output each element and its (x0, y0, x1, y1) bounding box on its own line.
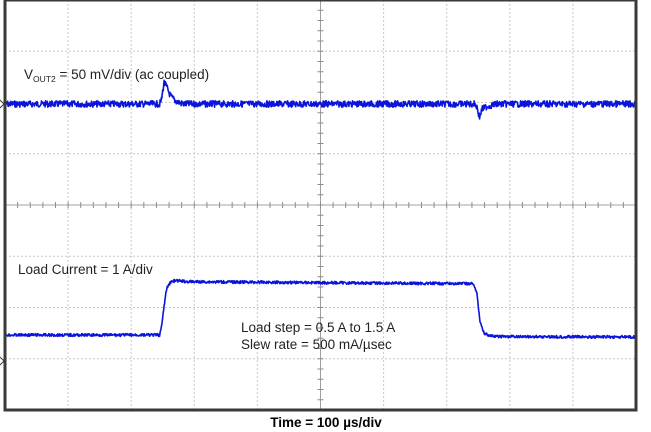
trace-vout2 (4, 79, 637, 120)
traces (4, 79, 637, 340)
trace-load-current (4, 278, 637, 340)
x-axis-label: Time = 100 µs/div (270, 415, 382, 430)
vout-scale-label: VOUT2 = 50 mV/div (ac coupled) (24, 67, 209, 84)
channel-marker-load-current (0, 356, 5, 366)
slew-rate-annotation: Slew rate = 500 mA/µsec (241, 337, 392, 352)
plot-frame (3, 0, 638, 412)
current-scale-label: Load Current = 1 A/div (18, 262, 153, 277)
channel-marker-vout2 (0, 99, 5, 109)
channel-markers (0, 99, 5, 366)
load-step-annotation: Load step = 0.5 A to 1.5 A (241, 320, 395, 335)
